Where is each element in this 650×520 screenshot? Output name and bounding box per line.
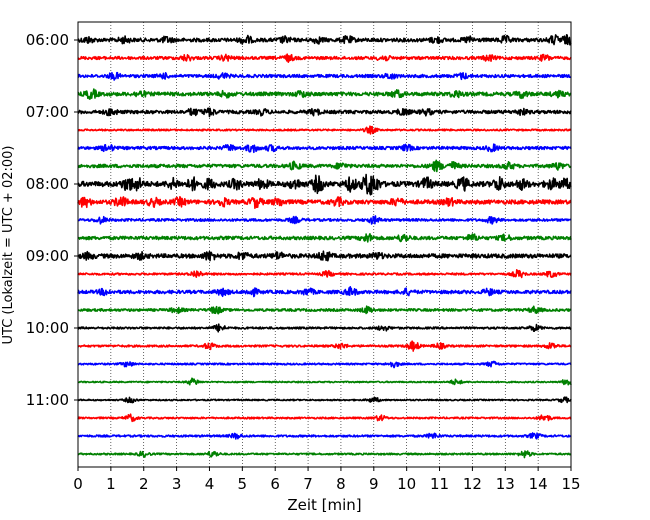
trace-1100 xyxy=(77,396,572,404)
x-axis-ticks: 0 1 2 3 4 5 6 7 8 9 10 11 12 13 14 15 xyxy=(73,467,581,493)
y-tick-label: 11:00 xyxy=(26,391,69,409)
trace-0645 xyxy=(77,88,572,100)
x-tick-label: 13 xyxy=(496,475,515,493)
trace-0815 xyxy=(77,195,572,210)
x-tick-label: 6 xyxy=(270,475,280,493)
y-tick-label: 10:00 xyxy=(26,319,69,337)
x-tick-label: 8 xyxy=(336,475,346,493)
x-tick-label: 1 xyxy=(106,475,116,493)
trace-0615 xyxy=(77,53,572,63)
trace-0730 xyxy=(77,143,572,154)
trace-0700 xyxy=(77,107,572,118)
x-tick-label: 2 xyxy=(139,475,149,493)
trace-0930 xyxy=(77,286,572,298)
trace-0845 xyxy=(77,233,572,243)
trace-0800 xyxy=(77,173,572,196)
trace-1000 xyxy=(77,323,572,333)
x-tick-label: 14 xyxy=(529,475,548,493)
x-tick-label: 15 xyxy=(561,475,580,493)
seismic-traces xyxy=(77,34,572,459)
trace-0630 xyxy=(77,71,572,81)
y-axis-ticks: 06:00 07:00 08:00 09:00 10:00 11:00 xyxy=(26,31,78,409)
trace-1130 xyxy=(77,432,572,440)
trace-1145 xyxy=(77,450,572,459)
trace-1015 xyxy=(77,340,572,352)
trace-0600 xyxy=(77,34,572,46)
trace-0715 xyxy=(77,125,572,135)
x-tick-label: 3 xyxy=(172,475,182,493)
trace-0745 xyxy=(77,159,572,173)
y-axis-label: UTC (Lokalzeit = UTC + 02:00) xyxy=(1,146,16,345)
trace-0945 xyxy=(77,305,572,315)
x-tick-label: 12 xyxy=(463,475,482,493)
trace-1045 xyxy=(77,377,572,386)
x-tick-label: 10 xyxy=(397,475,416,493)
trace-0900 xyxy=(77,250,572,262)
plot-frame xyxy=(77,21,572,468)
x-tick-label: 7 xyxy=(303,475,313,493)
vertical-grid-lines xyxy=(110,22,539,467)
trace-0830 xyxy=(77,215,572,225)
trace-1115 xyxy=(77,413,572,423)
y-tick-label: 07:00 xyxy=(26,103,69,121)
trace-0915 xyxy=(77,269,572,279)
y-tick-label: 08:00 xyxy=(26,175,69,193)
y-tick-label: 06:00 xyxy=(26,31,69,49)
x-axis-label: Zeit [min] xyxy=(287,496,361,514)
x-tick-label: 9 xyxy=(369,475,379,493)
x-tick-label: 4 xyxy=(205,475,215,493)
x-tick-label: 0 xyxy=(73,475,83,493)
y-tick-label: 09:00 xyxy=(26,247,69,265)
x-tick-label: 11 xyxy=(430,475,449,493)
x-tick-label: 5 xyxy=(238,475,248,493)
trace-1030 xyxy=(77,360,572,369)
